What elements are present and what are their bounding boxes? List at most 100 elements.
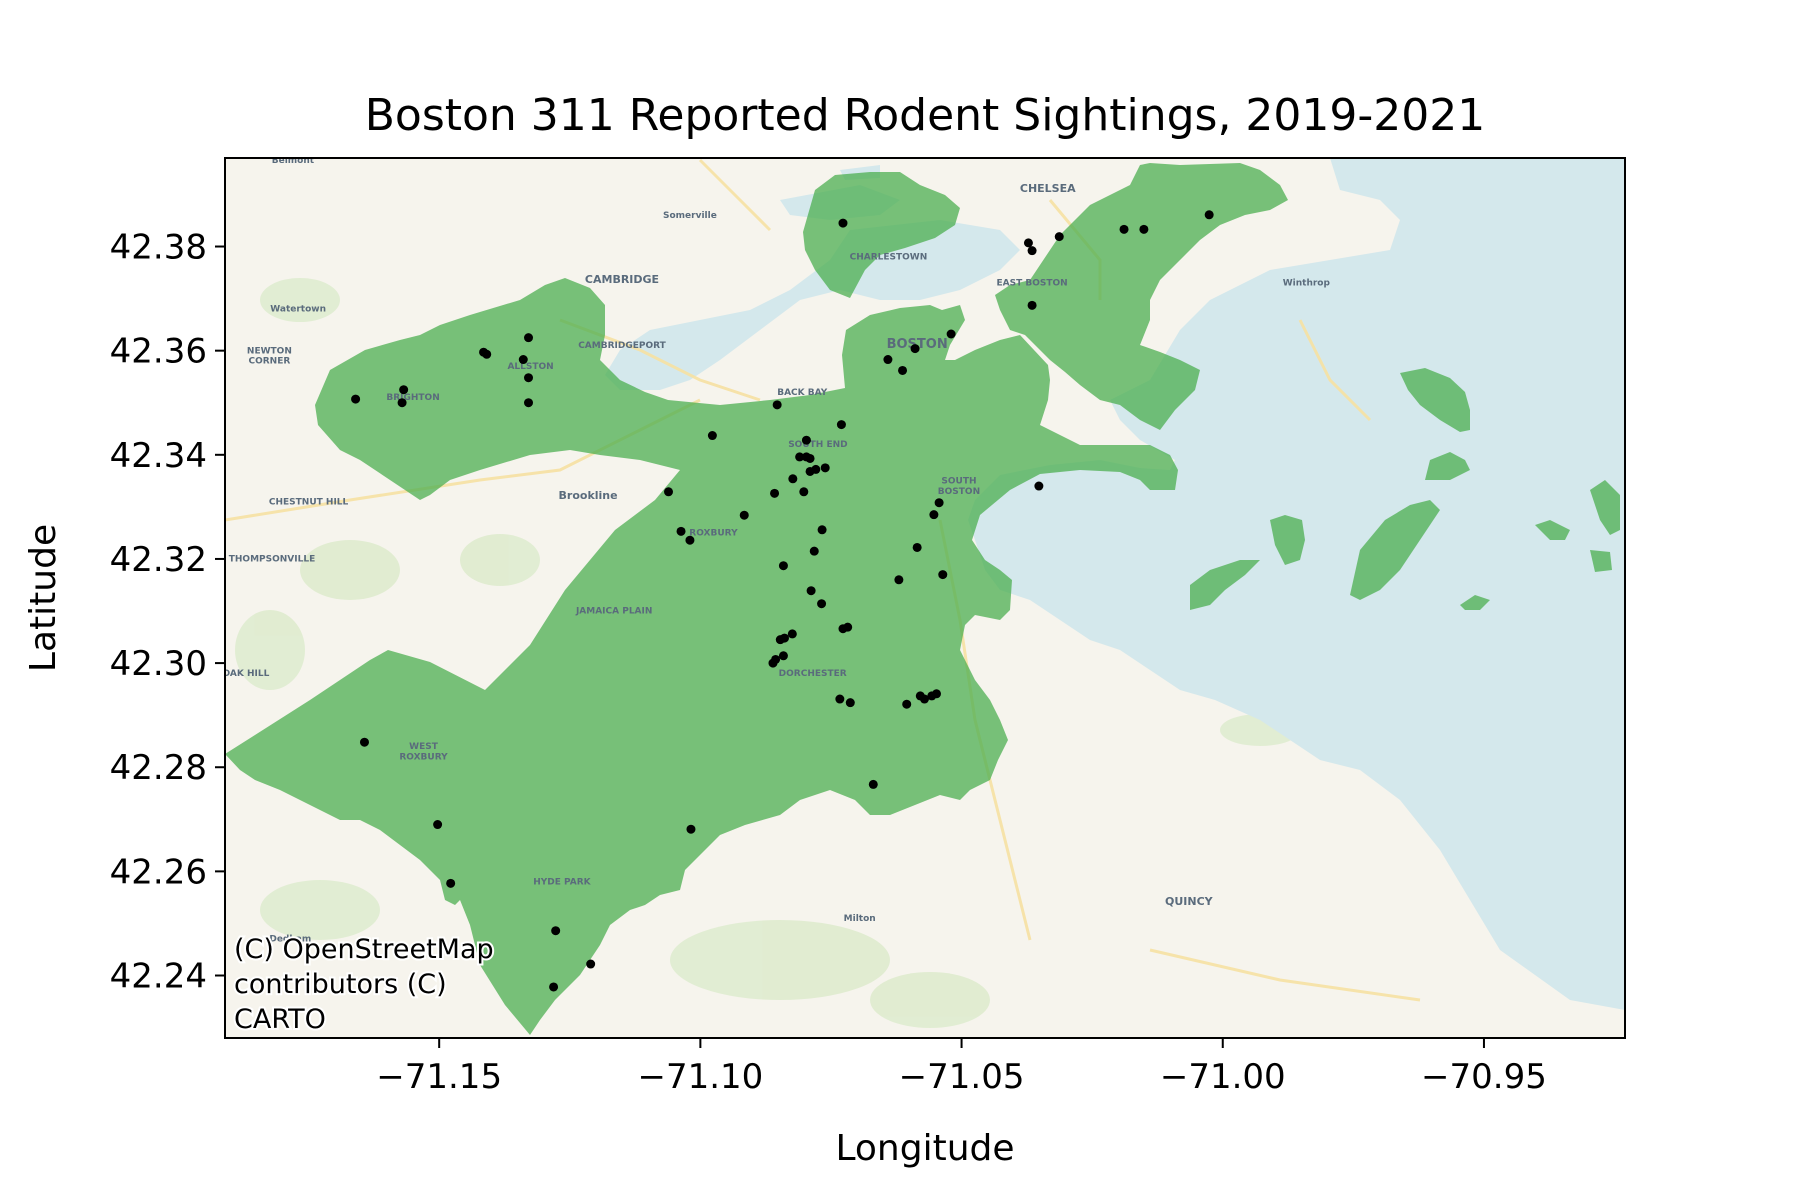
- sighting-point: [795, 452, 805, 462]
- sighting-point: [799, 487, 809, 497]
- sighting-point: [801, 435, 811, 445]
- sighting-point: [929, 510, 939, 520]
- sighting-point: [787, 629, 797, 639]
- sighting-point: [778, 561, 788, 571]
- map-place-label: BOSTON: [887, 337, 948, 352]
- sighting-point: [938, 570, 948, 580]
- attribution-line-1: (C) OpenStreetMap: [234, 934, 494, 965]
- sighting-point: [845, 698, 855, 708]
- sighting-point: [586, 959, 596, 969]
- sighting-point: [806, 586, 816, 596]
- map-place-label: DORCHESTER: [779, 669, 847, 679]
- map-place-label: HYDE PARK: [533, 877, 591, 887]
- map-place-label: CHARLESTOWN: [850, 253, 928, 263]
- sighting-point: [1027, 246, 1037, 256]
- x-tick-label: −71.10: [637, 1057, 763, 1097]
- sighting-point: [778, 651, 788, 661]
- map-place-label: EAST BOSTON: [996, 279, 1067, 289]
- map-place-label: SOUTH END: [788, 440, 847, 450]
- sighting-point: [946, 329, 956, 339]
- sighting-point: [820, 463, 830, 473]
- sighting-point: [770, 488, 780, 498]
- x-tick-label: −71.15: [376, 1057, 502, 1097]
- sighting-point: [359, 737, 369, 747]
- map-place-label: THOMPSONVILLE: [229, 555, 315, 565]
- sighting-point: [1034, 481, 1044, 491]
- sighting-point: [1023, 238, 1033, 248]
- map-place-label: CHELSEA: [1020, 182, 1076, 195]
- sighting-point: [1139, 224, 1149, 234]
- map-place-label: CAMBRIDGEPORT: [578, 341, 666, 351]
- boston-east-boston: [995, 163, 1288, 430]
- y-tick-label: 42.30: [110, 644, 207, 684]
- map-place-label: BOSTON: [938, 487, 980, 497]
- sighting-point: [894, 575, 904, 585]
- sighting-point: [397, 398, 407, 408]
- map-place-label: OAK HILL: [222, 669, 269, 679]
- y-axis-label: Latitude: [23, 524, 64, 672]
- chart-title: Boston 311 Reported Rodent Sightings, 20…: [365, 90, 1486, 141]
- sighting-point: [919, 694, 929, 704]
- map-place-label: CHESTNUT HILL: [269, 497, 349, 507]
- sighting-point: [775, 635, 785, 645]
- sighting-point: [524, 398, 534, 408]
- map-labels: Belmont Somerville CHELSEA CHARLESTOWN CAMBR…: [222, 156, 1331, 945]
- axes-frame: [224, 157, 1626, 1039]
- y-axis-ticks: 42.24 42.26 42.28 42.30 42.32 42.34 42.36 42.38: [110, 228, 225, 997]
- sighting-point: [836, 420, 846, 430]
- sighting-point: [772, 400, 782, 410]
- sighting-point: [817, 599, 827, 609]
- x-tick-label: −70.95: [1421, 1057, 1547, 1097]
- sighting-point: [809, 546, 819, 556]
- sighting-point: [934, 498, 944, 508]
- sighting-point: [805, 466, 815, 476]
- map-place-label: Belmont: [272, 156, 315, 166]
- map-place-label: Winthrop: [1283, 279, 1331, 289]
- map-place-label: JAMAICA PLAIN: [575, 607, 652, 617]
- x-tick-label: −71.00: [1160, 1057, 1286, 1097]
- map-place-label: Milton: [844, 914, 876, 924]
- sighting-point: [838, 218, 848, 228]
- x-axis-label: Longitude: [835, 1128, 1014, 1169]
- map-place-label: WEST: [409, 742, 439, 752]
- sighting-point: [868, 779, 878, 789]
- sighting-point: [788, 474, 798, 484]
- sighting-point: [685, 535, 695, 545]
- y-tick-label: 42.32: [110, 540, 207, 580]
- boston-mainland: [225, 278, 1178, 1035]
- attribution-line-2: contributors (C): [234, 969, 447, 1000]
- map-place-label: ROXBURY: [399, 752, 448, 762]
- sighting-point: [838, 624, 848, 634]
- sighting-point: [883, 355, 893, 365]
- sighting-point: [686, 824, 696, 834]
- map-place-label: Watertown: [270, 305, 326, 315]
- map-place-label: NEWTON: [247, 346, 292, 356]
- boston-islands-charlestown: [803, 172, 960, 298]
- sighting-point: [399, 385, 409, 395]
- sighting-point: [707, 431, 717, 441]
- map-place-label: BRIGHTON: [386, 393, 439, 403]
- sighting-point: [446, 878, 456, 888]
- sighting-point: [902, 699, 912, 709]
- sighting-point: [835, 694, 845, 704]
- map-area: Belmont Somerville CHELSEA CHARLESTOWN CAMBR…: [222, 156, 1625, 1038]
- sighting-point: [898, 365, 908, 375]
- y-tick-label: 42.34: [110, 436, 207, 476]
- map-place-label: QUINCY: [1165, 895, 1214, 908]
- sighting-point: [664, 487, 674, 497]
- x-tick-label: −71.05: [899, 1057, 1025, 1097]
- sighting-point: [549, 982, 559, 992]
- sighting-point: [910, 344, 920, 354]
- sighting-point: [1054, 232, 1064, 242]
- map-place-label: Dedham: [269, 935, 311, 945]
- y-tick-label: 42.36: [110, 332, 207, 372]
- sighting-point: [433, 820, 443, 830]
- map-place-label: CAMBRIDGE: [585, 273, 659, 286]
- sighting-point: [739, 510, 749, 520]
- y-tick-label: 42.28: [110, 748, 207, 788]
- sighting-point: [1119, 224, 1129, 234]
- map-place-label: Brookline: [559, 489, 618, 502]
- attribution: (C) OpenStreetMap contributors (C) CARTO: [232, 932, 496, 1037]
- map-place-label: CORNER: [249, 357, 291, 367]
